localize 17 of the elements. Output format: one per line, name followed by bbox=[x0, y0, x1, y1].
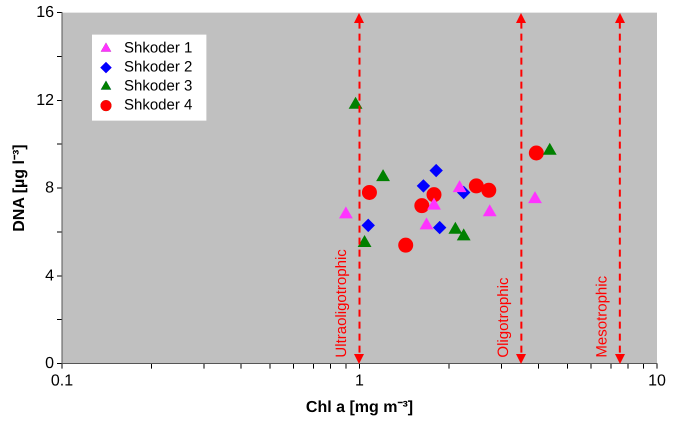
y-tick-label: 8 bbox=[45, 180, 54, 197]
x-tick-label: 10 bbox=[648, 372, 666, 390]
legend-label: Shkoder 1 bbox=[124, 40, 192, 57]
y-tick-label: 16 bbox=[36, 4, 54, 22]
y-tick-label: 0 bbox=[45, 355, 54, 372]
x-tick-label: 0.1 bbox=[50, 372, 74, 390]
ref-line-label: Mesotrophic bbox=[593, 275, 610, 358]
ref-line-label: Oligotrophic bbox=[495, 277, 512, 358]
y-tick-label: 12 bbox=[36, 92, 54, 109]
legend-label: Shkoder 2 bbox=[124, 58, 192, 76]
x-axis-title: Chl a [mg m⁻³] bbox=[306, 398, 414, 416]
legend-label: Shkoder 4 bbox=[124, 96, 192, 114]
x-tick-label: 1 bbox=[355, 372, 364, 390]
ref-line-label: Ultraoligotrophic bbox=[333, 248, 350, 358]
y-tick-label: 4 bbox=[45, 267, 54, 284]
y-axis-title: DNA [µg l⁻³] bbox=[11, 144, 28, 232]
legend-label: Shkoder 3 bbox=[124, 78, 192, 95]
